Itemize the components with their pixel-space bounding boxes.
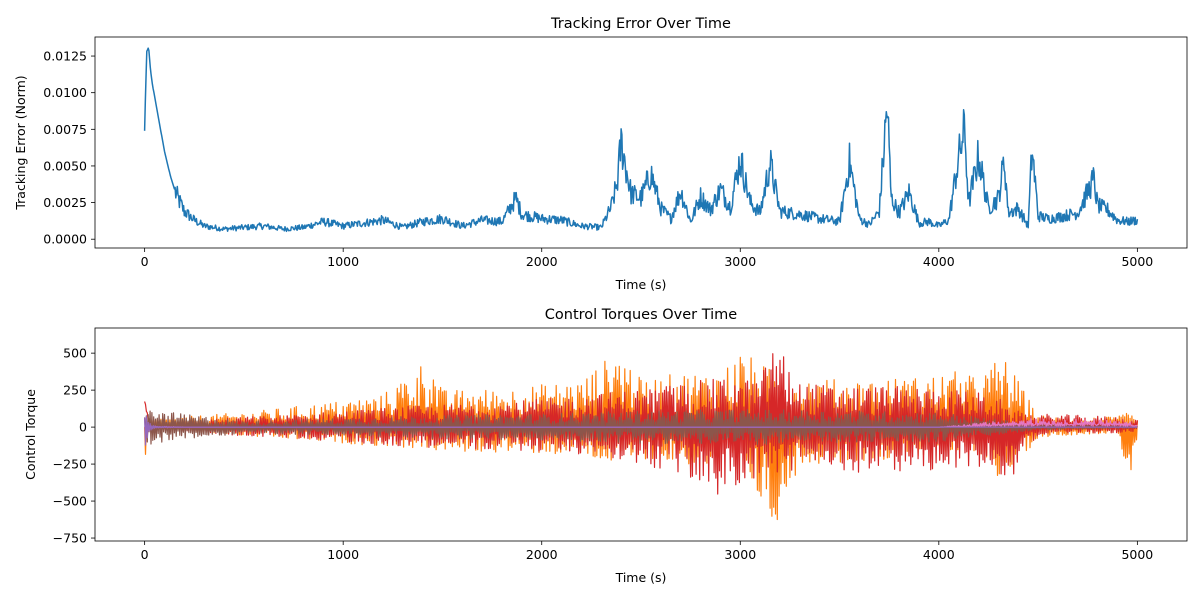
- x-tick-label: 2000: [526, 547, 558, 562]
- y-tick-label: −500: [53, 494, 87, 509]
- control-torques-chart: 0 1000 2000 3000 4000 5000 −750 −500 −250 0 250 500…: [23, 307, 1188, 585]
- tracking-error-chart: 0 1000 2000 3000 4000 5000 0.0000 0.0025 0.0050 0…: [13, 16, 1188, 292]
- x-tick-label: 3000: [724, 254, 756, 269]
- plot-area: [144, 353, 1138, 521]
- y-tick-label: 0.0075: [43, 122, 87, 137]
- x-tick-label: 4000: [923, 547, 955, 562]
- chart-title: Tracking Error Over Time: [550, 16, 731, 32]
- chart-title: Control Torques Over Time: [545, 307, 738, 323]
- x-axis-label: Time (s): [615, 570, 667, 585]
- y-tick-label: 0.0100: [43, 85, 87, 100]
- x-tick-label: 5000: [1121, 254, 1153, 269]
- series-line-2: [144, 409, 1138, 445]
- y-tick-label: −750: [53, 531, 87, 546]
- y-tick-label: 250: [63, 383, 87, 398]
- y-tick-label: 0.0050: [43, 158, 87, 173]
- y-tick-label: 0: [79, 420, 87, 435]
- x-tick-label: 0: [141, 254, 149, 269]
- y-tick-label: 500: [63, 346, 87, 361]
- y-tick-label: 0.0125: [43, 49, 87, 64]
- x-tick-label: 0: [141, 547, 149, 562]
- series-line-4: [144, 415, 1138, 446]
- series-line-0: [143, 47, 1139, 233]
- x-tick-label: 3000: [724, 547, 756, 562]
- axes-frame: [94, 36, 1188, 249]
- plot-area: [143, 47, 1139, 233]
- y-tick-label: −250: [53, 457, 87, 472]
- x-tick-label: 5000: [1121, 547, 1153, 562]
- y-axis-label: Tracking Error (Norm): [13, 75, 28, 210]
- x-tick-label: 1000: [327, 254, 359, 269]
- axes-frame: [94, 327, 1188, 542]
- x-tick-label: 2000: [526, 254, 558, 269]
- y-tick-label: 0.0000: [43, 232, 87, 247]
- x-axis-label: Time (s): [615, 277, 667, 292]
- y-tick-label: 0.0025: [43, 195, 87, 210]
- x-tick-label: 4000: [923, 254, 955, 269]
- y-axis-label: Control Torque: [23, 389, 38, 480]
- x-tick-label: 1000: [327, 547, 359, 562]
